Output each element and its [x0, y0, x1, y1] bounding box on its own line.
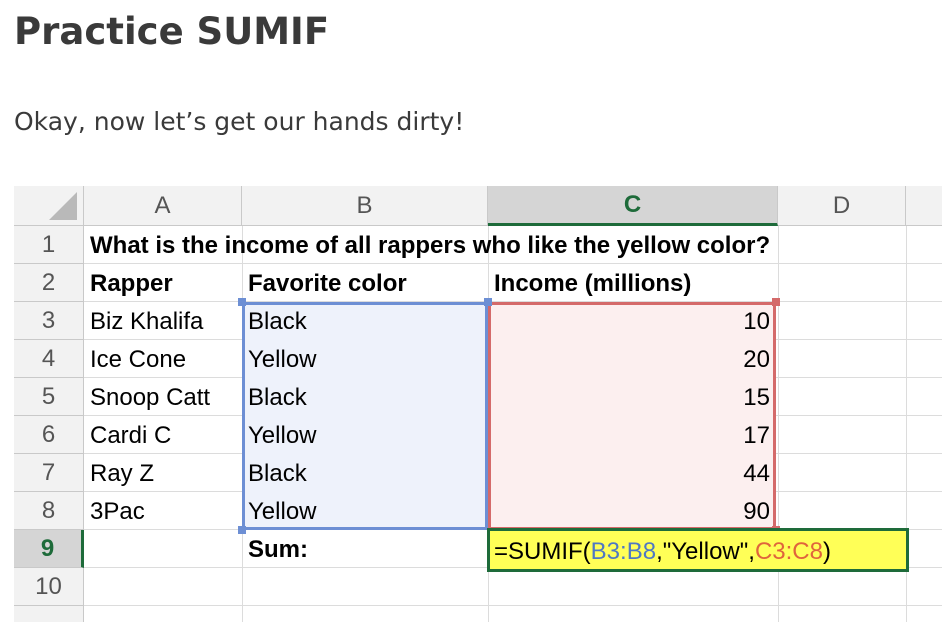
row-header-8[interactable]: 8: [14, 492, 84, 530]
cell-c6[interactable]: 17: [743, 422, 770, 449]
cell-b4[interactable]: Yellow: [248, 346, 317, 373]
cell-a2-header[interactable]: Rapper: [90, 270, 173, 297]
formula-text[interactable]: =SUMIF(B3:B8,"Yellow",C3:C8): [494, 532, 831, 572]
column-header-a[interactable]: A: [84, 186, 242, 226]
cell-a4[interactable]: Ice Cone: [90, 346, 187, 373]
row-header-6[interactable]: 6: [14, 416, 84, 454]
formula-separator: ,: [748, 538, 755, 565]
row-header-7[interactable]: 7: [14, 454, 84, 492]
row-header-5[interactable]: 5: [14, 378, 84, 416]
cell-b5[interactable]: Black: [248, 384, 307, 411]
cell-c5[interactable]: 15: [743, 384, 770, 411]
row-header-3[interactable]: 3: [14, 302, 84, 340]
column-header-c[interactable]: C: [488, 186, 778, 226]
cell-a3[interactable]: Biz Khalifa: [90, 308, 204, 335]
range-handle[interactable]: [238, 298, 246, 306]
cell-b9-sum-label[interactable]: Sum:: [248, 536, 308, 563]
range-handle[interactable]: [238, 526, 246, 534]
row-header-4[interactable]: 4: [14, 340, 84, 378]
select-all-icon: [49, 192, 77, 220]
gridline: [84, 263, 942, 264]
gridline: [778, 226, 779, 622]
column-header-b[interactable]: B: [242, 186, 488, 226]
spreadsheet[interactable]: A B C D 1 2 3 4 5 6 7 8 9 10 What is the…: [14, 186, 942, 622]
range-handle[interactable]: [484, 298, 492, 306]
formula-separator: ,: [656, 538, 663, 565]
page-subtitle: Okay, now let’s get our hands dirty!: [14, 107, 465, 136]
gridline: [906, 226, 907, 622]
row-header-11[interactable]: [14, 606, 84, 622]
row-header-10[interactable]: 10: [14, 568, 84, 606]
cell-b3[interactable]: Black: [248, 308, 307, 335]
cell-b2-header[interactable]: Favorite color: [248, 270, 407, 297]
formula-criteria: "Yellow": [662, 538, 749, 565]
formula-range-ref: B3:B8: [590, 538, 657, 565]
formula-sum-range-ref: C3:C8: [754, 538, 823, 565]
cell-c4[interactable]: 20: [743, 346, 770, 373]
range-handle[interactable]: [772, 298, 780, 306]
cell-a8[interactable]: 3Pac: [90, 498, 145, 525]
row-header-9[interactable]: 9: [14, 530, 84, 568]
active-cell-c9[interactable]: [487, 528, 909, 572]
cell-a7[interactable]: Ray Z: [90, 460, 155, 487]
cell-a6[interactable]: Cardi C: [90, 422, 172, 449]
column-header-d[interactable]: D: [778, 186, 906, 226]
cell-c7[interactable]: 44: [743, 460, 770, 487]
cell-c8[interactable]: 90: [743, 498, 770, 525]
cell-c2-header[interactable]: Income (millions): [494, 270, 692, 297]
formula-close: ): [822, 538, 831, 565]
cell-a5[interactable]: Snoop Catt: [90, 384, 211, 411]
gridline: [84, 605, 942, 606]
cell-b6[interactable]: Yellow: [248, 422, 317, 449]
select-all-corner[interactable]: [14, 186, 84, 226]
cell-b8[interactable]: Yellow: [248, 498, 317, 525]
formula-function: =SUMIF(: [494, 538, 591, 565]
gridline: [84, 301, 942, 302]
row-header-2[interactable]: 2: [14, 264, 84, 302]
column-header-e[interactable]: [906, 186, 942, 226]
range-highlight-b3-b8: [242, 302, 488, 530]
cell-c3[interactable]: 10: [743, 308, 770, 335]
cell-b7[interactable]: Black: [248, 460, 307, 487]
page-title: Practice SUMIF: [14, 10, 330, 53]
cell-a1-question[interactable]: What is the income of all rappers who li…: [90, 232, 771, 259]
row-header-1[interactable]: 1: [14, 226, 84, 264]
